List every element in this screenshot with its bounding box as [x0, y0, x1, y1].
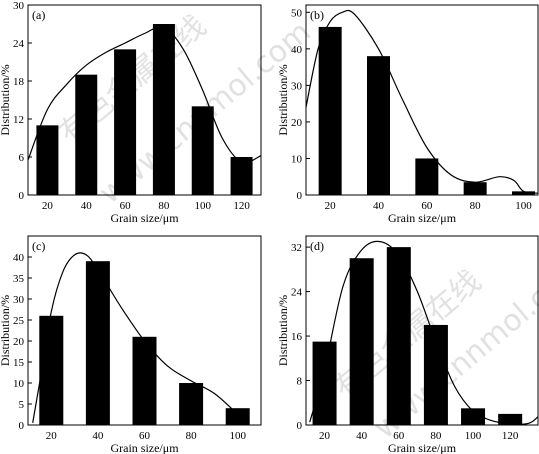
- x-tick-label: 60: [139, 430, 151, 442]
- x-tick-label: 20: [46, 430, 58, 442]
- y-tick-label: 8: [297, 376, 303, 388]
- bar: [114, 49, 137, 196]
- y-tick-label: 35: [13, 273, 25, 285]
- y-axis-label: Distribution/%: [0, 295, 12, 366]
- y-tick-label: 18: [13, 76, 25, 88]
- y-tick-label: 32: [291, 242, 302, 254]
- bar: [39, 315, 64, 425]
- x-tick-label: 100: [229, 430, 246, 442]
- y-tick-label: 20: [13, 336, 25, 348]
- x-tick-label: 20: [42, 200, 54, 212]
- y-tick-label: 40: [13, 252, 25, 264]
- bar: [85, 261, 110, 425]
- bar: [386, 247, 411, 425]
- bar: [152, 24, 175, 195]
- bar: [498, 413, 523, 425]
- x-tick-label: 120: [233, 200, 250, 212]
- fit-curve: [306, 9, 538, 194]
- bar: [415, 158, 439, 195]
- x-tick-label: 40: [81, 200, 93, 212]
- bar: [367, 56, 390, 196]
- y-tick-label: 16: [291, 331, 303, 343]
- chart-panel-1: 20 40 60 80 100 120 0 6 12 18 24 30 (a) Grain size/μm…: [0, 0, 262, 225]
- bar: [75, 74, 98, 195]
- y-tick-label: 0: [297, 420, 303, 432]
- x-axis-label: Grain size/μm: [388, 441, 457, 454]
- x-tick-label: 80: [430, 430, 442, 442]
- bar: [349, 258, 374, 425]
- y-tick-label: 0: [19, 190, 25, 202]
- fit-curve: [28, 25, 261, 164]
- x-tick-label: 60: [421, 200, 433, 212]
- bar: [230, 157, 253, 195]
- y-tick-label: 50: [291, 7, 303, 19]
- x-tick-label: 40: [373, 200, 385, 212]
- x-tick-label: 100: [465, 430, 482, 442]
- bar: [423, 324, 448, 425]
- y-tick-label: 10: [291, 153, 303, 165]
- y-axis-label: Distribution/%: [0, 64, 12, 135]
- y-tick-label: 15: [13, 357, 25, 369]
- bar: [179, 383, 204, 425]
- x-axis-label: Grain size/μm: [110, 441, 179, 454]
- x-tick-label: 20: [325, 200, 337, 212]
- y-tick-label: 0: [297, 190, 303, 202]
- y-tick-label: 0: [19, 420, 25, 432]
- y-tick-label: 12: [13, 114, 24, 126]
- y-tick-label: 30: [13, 294, 25, 306]
- x-tick-label: 60: [393, 430, 405, 442]
- bar: [461, 408, 486, 425]
- y-tick-label: 24: [291, 287, 303, 299]
- x-tick-label: 60: [120, 200, 132, 212]
- x-axis-label: Grain size/μm: [110, 211, 179, 225]
- panel-label: (a): [32, 8, 45, 22]
- y-tick-label: 20: [291, 117, 303, 129]
- y-tick-label: 10: [13, 378, 25, 390]
- x-axis-label: Grain size/μm: [388, 211, 457, 225]
- chart-panel-4: 20 40 60 80 100 120 0 8 16 24 32 (d) Grain size/μm Di…: [276, 235, 539, 454]
- y-tick-label: 6: [19, 152, 25, 164]
- chart-panel-2: 20 40 60 80 100 0 10 20 30 40 50 (b) Grain size/μm Di…: [276, 4, 539, 225]
- y-axis-label: Distribution/%: [276, 64, 290, 135]
- x-tick-label: 120: [502, 430, 519, 442]
- x-tick-label: 100: [515, 200, 532, 212]
- x-tick-label: 80: [186, 430, 198, 442]
- x-tick-label: 80: [158, 200, 170, 212]
- fit-curve: [32, 252, 246, 424]
- bar: [318, 26, 342, 195]
- y-tick-label: 24: [13, 38, 25, 50]
- x-tick-label: 40: [92, 430, 104, 442]
- y-tick-label: 30: [13, 0, 25, 12]
- panel-label: (d): [310, 239, 324, 253]
- bar: [132, 336, 157, 425]
- bar: [463, 182, 487, 195]
- plot-frame: [27, 4, 262, 196]
- bar: [312, 341, 337, 425]
- y-tick-label: 5: [19, 399, 25, 411]
- y-tick-label: 25: [13, 315, 25, 327]
- y-tick-label: 40: [291, 44, 303, 56]
- fit-curve: [309, 240, 538, 425]
- chart-panel-3: 20 40 60 80 100 0 5 10 15 20 25 30 35 40 (c) Grain size…: [0, 235, 262, 454]
- x-tick-label: 80: [470, 200, 482, 212]
- y-axis-label: Distribution/%: [276, 295, 290, 366]
- bar: [36, 125, 59, 195]
- y-tick-label: 30: [291, 80, 303, 92]
- x-tick-label: 40: [356, 430, 368, 442]
- x-tick-label: 20: [319, 430, 331, 442]
- panel-label: (c): [32, 239, 45, 253]
- panel-label: (b): [310, 8, 324, 22]
- x-tick-label: 100: [195, 200, 212, 212]
- bar: [191, 106, 214, 195]
- plot-frame: [305, 235, 539, 426]
